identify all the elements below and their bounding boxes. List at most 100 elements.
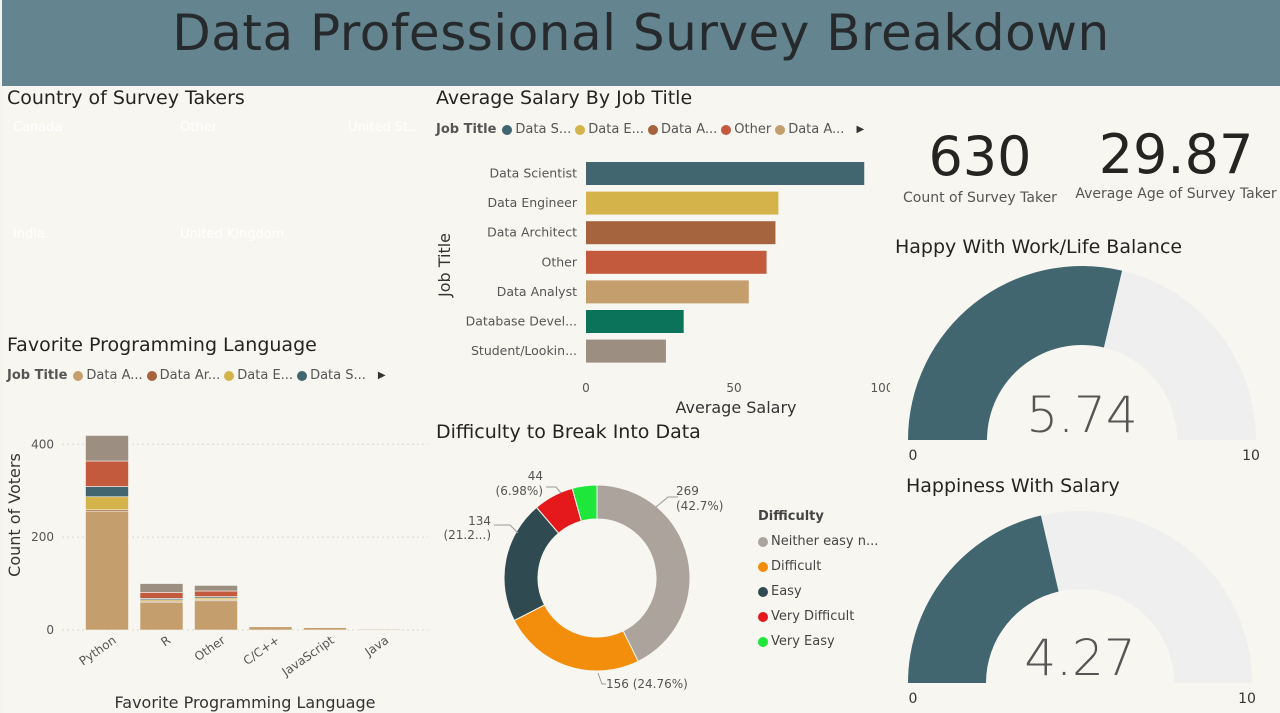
legend-label: Data E...: [237, 368, 294, 383]
language-bar-segment: [85, 510, 129, 631]
worklife-gauge-title: Happy With Work/Life Balance: [895, 236, 1183, 258]
legend-label: Data A...: [661, 122, 718, 137]
gauge-min-label: 0: [909, 448, 918, 464]
tile-label: India: [13, 227, 45, 242]
donut-leader-line: [597, 672, 606, 685]
treemap-tile-canada[interactable]: Canada: [7, 114, 174, 221]
donut-slice-4: [571, 484, 598, 522]
language-bar-segment: [85, 460, 129, 487]
tile-label: United Kingdom: [180, 227, 285, 242]
legend-label: Data A...: [86, 368, 143, 383]
gauge-min-label: 0: [909, 691, 918, 707]
legend-item[interactable]: Data A...: [73, 368, 143, 383]
language-y-tick: 400: [31, 437, 54, 451]
legend-item[interactable]: Very Difficult: [758, 604, 878, 629]
language-x-tick: Python: [77, 633, 119, 668]
donut-data-label: 44: [528, 469, 543, 483]
salary-category-label: Database Devel...: [466, 314, 577, 329]
language-bar-segment: [85, 486, 129, 498]
language-x-tick: Java: [362, 633, 392, 660]
language-bar-segment: [194, 590, 238, 597]
legend-item[interactable]: Neither easy n...: [758, 529, 878, 554]
salary-x-tick: 50: [726, 381, 741, 395]
legend-item[interactable]: Data A...: [648, 122, 717, 137]
gauge-fill: [908, 515, 1059, 683]
language-legend: Job Title Data A... Data Ar... Data E...…: [7, 368, 386, 383]
donut-slice-0: [596, 484, 691, 663]
legend-item[interactable]: Data S...: [297, 368, 366, 383]
legend-dot: [758, 636, 768, 647]
legend-next-arrow-icon[interactable]: ▶: [856, 124, 865, 135]
salary-x-tick: 100: [871, 381, 890, 395]
legend-dot: [502, 124, 513, 135]
legend-dot: [146, 370, 157, 381]
donut-leader-line: [494, 524, 519, 534]
donut-data-label: 156 (24.76%): [606, 677, 688, 691]
language-stacked-bar-chart[interactable]: 0 200 400 Python R Other C/C++JavaScript Java Fa…: [0, 420, 430, 713]
legend-dot: [648, 124, 659, 135]
salary-gauge-title: Happiness With Salary: [906, 475, 1120, 497]
donut-data-label: (21.2...): [443, 528, 491, 542]
legend-dot: [775, 124, 786, 135]
kpi-count-card: 630 Count of Survey Taker: [900, 125, 1060, 207]
salary-x-tick: 0: [582, 381, 590, 395]
legend-label: Other: [734, 122, 772, 137]
country-treemap[interactable]: Canada Other United St... India United K…: [7, 114, 426, 327]
legend-dot: [758, 586, 768, 597]
kpi-count-value: 630: [928, 125, 1032, 188]
legend-next-arrow-icon[interactable]: ▶: [377, 370, 386, 381]
legend-item[interactable]: Data E...: [575, 122, 644, 137]
worklife-gauge[interactable]: 5.74 0 10: [895, 258, 1275, 468]
legend-item[interactable]: Data Ar...: [146, 368, 221, 383]
donut-data-label: (42.7%): [676, 499, 723, 513]
legend-item[interactable]: Very Easy: [758, 629, 878, 654]
legend-label: Data A...: [788, 122, 845, 137]
language-bar-segment: [303, 627, 347, 631]
language-y-axis-label: Count of Voters: [5, 453, 24, 577]
salary-category-label: Student/Lookin...: [471, 343, 577, 358]
legend-item[interactable]: Other: [721, 122, 771, 137]
difficulty-donut-chart[interactable]: 269(42.7%) 156 (24.76%) 134(21.2...) 44(6.9…: [430, 455, 750, 705]
treemap-title: Country of Survey Takers: [7, 87, 245, 109]
salary-bar-5: [586, 310, 684, 333]
tile-label: Other: [180, 120, 217, 135]
legend-label: Data Ar...: [159, 368, 221, 383]
gauge-max-label: 10: [1238, 691, 1256, 707]
salary-bar-2: [586, 221, 776, 245]
language-x-axis-label: Favorite Programming Language: [115, 693, 376, 712]
legend-label: Data S...: [515, 122, 572, 137]
language-bar-segment: [85, 435, 129, 462]
legend-label: Neither easy n...: [771, 534, 879, 549]
difficulty-legend: Difficulty Neither easy n... Difficult E…: [758, 509, 878, 654]
salary-bar-0: [586, 162, 865, 185]
language-bar-segment: [139, 583, 184, 593]
treemap-tile-united-kingdom[interactable]: United Kingdom: [174, 221, 342, 327]
salary-happiness-gauge[interactable]: 4.27 0 10: [895, 500, 1275, 713]
language-bar-segment: [85, 496, 129, 511]
kpi-age-value: 29.87: [1098, 123, 1254, 186]
treemap-tile-india[interactable]: India: [7, 221, 174, 327]
legend-item[interactable]: Data S...: [502, 122, 571, 137]
legend-label: Very Easy: [771, 634, 835, 649]
language-y-tick: 200: [31, 530, 54, 544]
language-bar-segment: [139, 601, 184, 631]
treemap-tile-other[interactable]: Other: [174, 114, 342, 221]
legend-title: Job Title: [7, 368, 68, 383]
legend-label: Easy: [771, 584, 802, 599]
legend-item[interactable]: Easy: [758, 579, 878, 604]
legend-title: Difficulty: [758, 509, 824, 524]
donut-data-label: 134: [468, 514, 491, 528]
legend-dot: [297, 370, 308, 381]
legend-item[interactable]: Data E...: [224, 368, 293, 383]
kpi-age-label: Average Age of Survey Taker: [1075, 186, 1277, 202]
legend-dot: [758, 611, 768, 622]
legend-dot: [73, 370, 84, 381]
kpi-age-card: 29.87 Average Age of Survey Taker: [1075, 123, 1277, 203]
donut-data-label: (6.98%): [496, 484, 543, 498]
language-x-tick: R: [158, 633, 173, 649]
treemap-tile-united-states[interactable]: United St...: [342, 114, 426, 327]
legend-item[interactable]: Difficult: [758, 554, 878, 579]
salary-chart-title: Average Salary By Job Title: [436, 87, 693, 109]
legend-item[interactable]: Data A...: [775, 122, 844, 137]
salary-bar-chart[interactable]: Data Scientist Data Engineer Data Architec…: [430, 150, 890, 420]
